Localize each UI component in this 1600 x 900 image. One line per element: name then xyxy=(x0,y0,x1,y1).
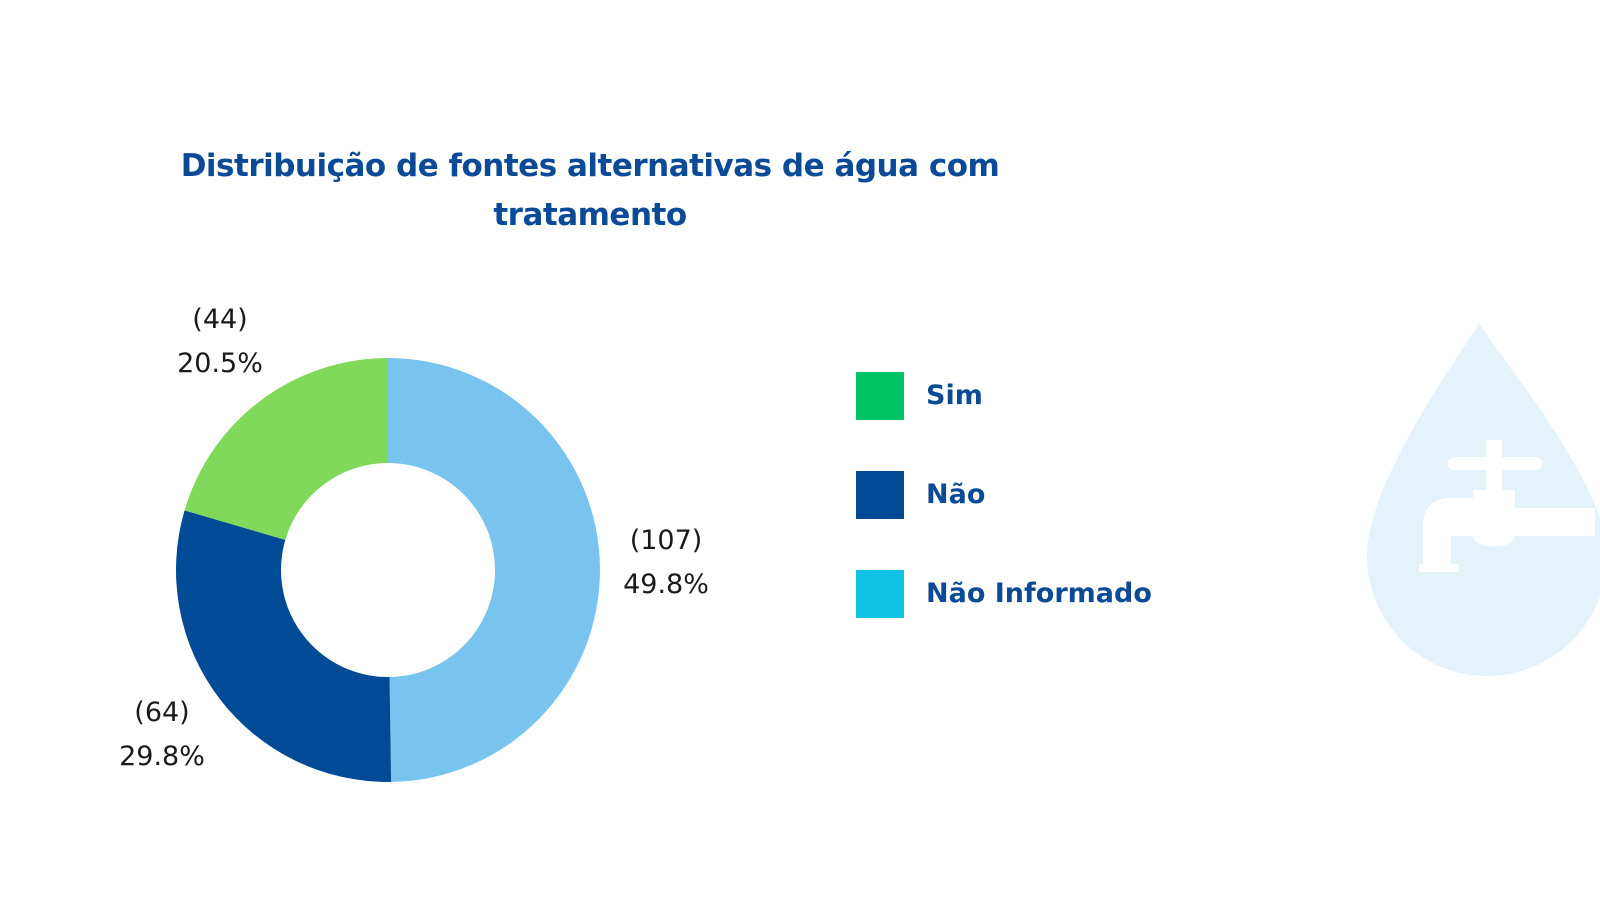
water-drop-faucet-icon xyxy=(1367,323,1600,676)
legend-swatch-sim xyxy=(856,372,904,420)
chart-title: Distribuição de fontes alternativas de á… xyxy=(180,148,1000,233)
legend-swatch-nao-informado xyxy=(856,570,904,618)
donut-slice-sim xyxy=(184,358,388,540)
donut-slice-nao xyxy=(175,510,392,782)
legend-label-nao: Não xyxy=(926,479,986,510)
slice-percent-nao-informado: 49.8% xyxy=(623,569,709,600)
legend-swatch-nao xyxy=(856,471,904,519)
slice-count-nao: (64) xyxy=(134,697,190,728)
slice-label-nao: (64) 29.8% xyxy=(92,691,232,779)
slice-percent-nao: 29.8% xyxy=(119,741,205,772)
legend-label-sim: Sim xyxy=(926,380,983,411)
faucet-icon xyxy=(1419,440,1595,572)
slice-count-nao-informado: (107) xyxy=(629,525,703,556)
donut-slice-nao-informado xyxy=(388,358,600,782)
slice-label-nao-informado: (107) 49.8% xyxy=(596,519,736,607)
legend-label-nao-informado: Não Informado xyxy=(926,578,1152,609)
slice-percent-sim: 20.5% xyxy=(177,348,263,379)
slice-count-sim: (44) xyxy=(192,304,248,335)
slice-label-sim: (44) 20.5% xyxy=(150,298,290,386)
